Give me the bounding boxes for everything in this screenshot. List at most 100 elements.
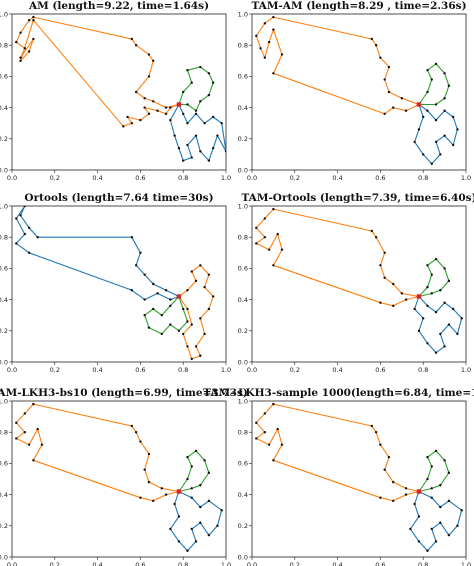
customer-node — [255, 34, 258, 38]
customer-node — [211, 146, 215, 150]
x-tick-label: 0.8 — [418, 366, 428, 374]
customer-node — [460, 509, 463, 512]
x-tick-label: 0.6 — [135, 366, 145, 374]
customer-node — [134, 44, 138, 47]
customer-node — [379, 56, 382, 59]
customer-node — [426, 109, 429, 112]
customer-node — [160, 332, 163, 336]
customer-node — [199, 521, 202, 524]
customer-node — [443, 459, 446, 462]
customer-node — [255, 226, 258, 230]
customer-node — [447, 279, 451, 283]
customer-node — [186, 307, 189, 311]
customer-node — [216, 524, 219, 527]
customer-node — [434, 118, 438, 122]
customer-node — [164, 289, 168, 292]
customer-node — [194, 540, 198, 543]
y-tick-label: 0.4 — [0, 296, 8, 304]
x-tick-label: 0.8 — [418, 561, 428, 566]
route-blue-line — [414, 104, 458, 165]
chart-title: TAM-Ortools (length=7.39, time=6.40s) — [241, 192, 474, 204]
customer-node — [152, 499, 155, 503]
customer-node — [173, 134, 176, 137]
chart-title: TAM-LKH3-bs10 (length=6.99, time=3.73s) — [0, 387, 248, 399]
customer-node — [15, 437, 18, 440]
x-tick-label: 0.2 — [50, 174, 60, 182]
y-tick-label: 0.8 — [0, 234, 8, 242]
customer-node — [19, 214, 22, 217]
customer-node — [263, 56, 267, 59]
customer-node — [400, 292, 403, 295]
route-blue-line — [169, 104, 226, 162]
x-tick-label: 0.2 — [290, 366, 300, 374]
y-tick-label: 0.6 — [0, 460, 8, 468]
customer-node — [139, 496, 142, 499]
customer-node — [430, 527, 433, 531]
y-tick-label: 0.4 — [0, 104, 8, 112]
x-tick-label: 1.0 — [221, 366, 231, 374]
customer-node — [404, 298, 408, 301]
y-tick-label: 1.0 — [0, 10, 8, 18]
customer-node — [32, 15, 35, 19]
customer-node — [169, 527, 172, 531]
x-tick-label: 0.4 — [332, 174, 342, 182]
customer-node — [130, 424, 134, 428]
customer-node — [156, 292, 159, 295]
customer-node — [383, 112, 386, 116]
axes-frame — [11, 205, 227, 363]
customer-node — [383, 468, 386, 471]
x-tick-label: 0.0 — [247, 366, 257, 374]
customer-node — [182, 159, 185, 162]
customer-node — [147, 112, 151, 116]
customer-node — [143, 97, 146, 100]
customer-node — [379, 264, 382, 267]
customer-node — [272, 402, 275, 406]
customer-node — [32, 37, 35, 41]
customer-node — [379, 443, 382, 446]
customer-node — [220, 509, 223, 512]
customer-node — [439, 153, 442, 156]
customer-node — [182, 90, 185, 94]
y-tick-label: 1.0 — [0, 397, 8, 405]
x-tick-label: 0.4 — [92, 561, 102, 566]
customer-node — [177, 146, 181, 150]
customer-node — [199, 150, 202, 153]
customer-node — [203, 459, 206, 462]
x-tick-label: 0.4 — [92, 174, 102, 182]
customer-node — [211, 115, 215, 119]
customer-node — [186, 320, 189, 323]
customer-node — [186, 549, 189, 552]
customer-node — [27, 226, 31, 230]
customer-node — [404, 493, 408, 496]
customer-node — [15, 242, 18, 245]
y-tick-label: 0.4 — [238, 104, 248, 112]
customer-node — [443, 97, 446, 100]
y-tick-label: 0.0 — [238, 358, 248, 366]
customer-node — [190, 156, 193, 159]
customer-node — [199, 354, 202, 357]
x-tick-label: 0.0 — [247, 174, 257, 182]
x-tick-label: 0.0 — [7, 561, 17, 566]
y-tick-label: 0.4 — [0, 491, 8, 499]
customer-node — [36, 427, 39, 431]
customer-node — [134, 431, 138, 434]
customer-node — [207, 499, 211, 503]
customer-node — [199, 317, 202, 320]
customer-node — [267, 443, 271, 446]
customer-node — [19, 59, 22, 62]
y-tick-label: 0.8 — [238, 234, 248, 242]
customer-node — [374, 236, 378, 239]
x-tick-label: 1.0 — [221, 174, 231, 182]
customer-node — [211, 81, 215, 84]
customer-node — [156, 109, 159, 112]
customer-node — [203, 285, 206, 289]
customer-node — [417, 515, 421, 518]
customer-node — [443, 134, 446, 137]
plot-area — [15, 402, 223, 552]
customer-node — [139, 118, 142, 122]
customer-node — [370, 229, 374, 233]
customer-node — [130, 37, 134, 41]
route-green-line — [418, 63, 450, 106]
customer-node — [40, 443, 44, 446]
x-tick-label: 0.2 — [50, 561, 60, 566]
